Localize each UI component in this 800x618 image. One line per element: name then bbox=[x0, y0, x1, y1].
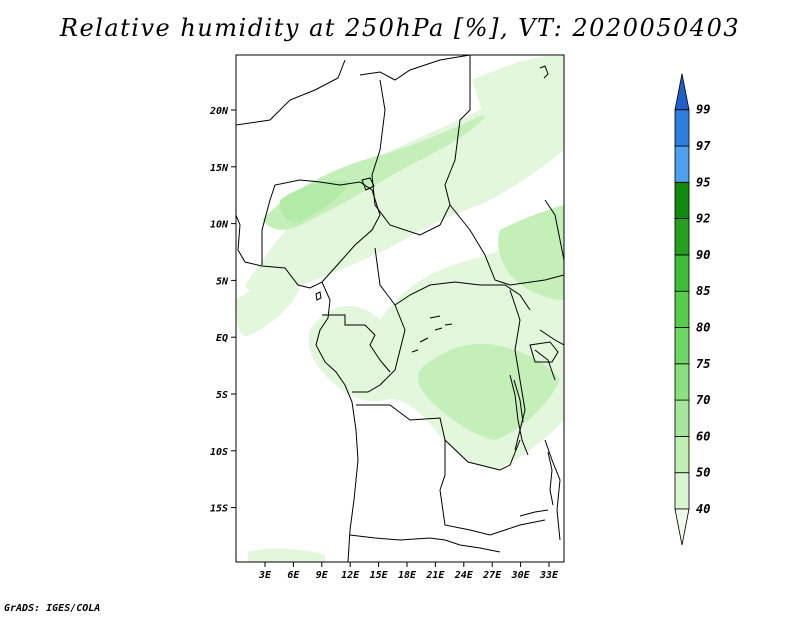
colorbar-segment bbox=[674, 109, 690, 147]
colorbar-level-label: 90 bbox=[696, 248, 710, 262]
map-frame bbox=[235, 54, 565, 563]
colorbar-segment bbox=[674, 145, 690, 183]
island-bioko bbox=[315, 291, 322, 301]
humidity-central-core bbox=[418, 343, 560, 440]
lon-tick-label: 33E bbox=[539, 570, 559, 581]
border-angola-zambia bbox=[439, 440, 546, 536]
humidity-south-strip bbox=[248, 548, 325, 562]
latitude-axis: 20N 15N 10N 5N EQ 5S 10S 15S bbox=[209, 106, 236, 515]
colorbar-level-label: 95 bbox=[696, 175, 710, 189]
colorbar-segment bbox=[674, 290, 690, 328]
lat-tick-label: EQ bbox=[216, 333, 228, 344]
colorbar-level-label: 99 bbox=[696, 103, 710, 117]
humidity-band-north bbox=[245, 65, 564, 294]
lat-tick-label: 20N bbox=[209, 106, 229, 117]
lon-tick-label: 15E bbox=[370, 570, 389, 581]
border-niger-chad bbox=[236, 55, 471, 126]
lon-tick-label: 30E bbox=[511, 570, 531, 581]
colorbar-segment bbox=[674, 254, 690, 292]
lake-tanganyika bbox=[509, 374, 529, 456]
lake-malawi bbox=[547, 451, 554, 506]
humidity-northeast bbox=[472, 56, 564, 120]
longitude-axis: 3E 6E 9E 12E 15E 18E 21E 24E 27E 30E 33E bbox=[258, 562, 559, 581]
lon-tick-label: 6E bbox=[287, 570, 300, 581]
colorbar-high-triangle bbox=[674, 73, 690, 111]
colorbar-level-label: 70 bbox=[696, 393, 710, 407]
border-east-africa bbox=[534, 199, 564, 541]
grads-credit: GrADS: IGES/COLA bbox=[4, 603, 101, 614]
colorbar-level-label: 80 bbox=[696, 321, 710, 335]
lat-tick-label: 10N bbox=[210, 220, 229, 231]
humidity-gulf bbox=[236, 284, 300, 337]
border-sudan-southsudan bbox=[449, 204, 564, 286]
colorbar-level-label: 85 bbox=[696, 284, 710, 298]
lat-tick-label: 5N bbox=[216, 276, 229, 287]
colorbar-level-label: 75 bbox=[696, 357, 710, 371]
lon-tick-label: 24E bbox=[454, 570, 474, 581]
country-borders bbox=[236, 55, 564, 562]
lat-tick-label: 15N bbox=[210, 163, 229, 174]
lake-chad bbox=[361, 177, 375, 191]
colorbar-segment bbox=[674, 435, 690, 474]
colorbar-level-label: 92 bbox=[696, 212, 710, 226]
border-nigeria bbox=[261, 179, 381, 283]
colorbar-segment bbox=[674, 327, 690, 365]
border-congo bbox=[352, 304, 406, 393]
colorbar-segment bbox=[674, 181, 690, 220]
colorbar-level-label: 50 bbox=[696, 466, 710, 480]
map-title: Relative humidity at 250hPa [%], VT: 202… bbox=[59, 14, 741, 42]
coastline bbox=[236, 214, 359, 562]
small-lake-sudan bbox=[539, 65, 549, 79]
lon-tick-label: 3E bbox=[258, 570, 272, 581]
border-car bbox=[374, 247, 531, 311]
colorbar-segment bbox=[674, 472, 690, 510]
border-cameroon-gabon bbox=[322, 314, 391, 373]
colorbar-level-label: 60 bbox=[696, 429, 710, 443]
colorbar-level-label: 40 bbox=[696, 502, 710, 516]
humidity-shading bbox=[236, 56, 564, 562]
humidity-band-north-core2 bbox=[279, 180, 350, 223]
lake-kariba bbox=[519, 509, 549, 517]
colorbar-level-label: 97 bbox=[696, 139, 711, 153]
lake-victoria bbox=[529, 341, 559, 363]
humidity-east bbox=[498, 205, 564, 300]
lon-tick-label: 12E bbox=[341, 570, 360, 581]
lat-tick-label: 5S bbox=[216, 390, 228, 401]
lon-tick-label: 18E bbox=[398, 570, 417, 581]
colorbar-segment bbox=[674, 363, 690, 401]
colorbar: 40 50 60 70 75 80 85 90 92 95 97 99 bbox=[674, 73, 711, 546]
river-congo-marks bbox=[411, 315, 453, 353]
lat-tick-label: 10S bbox=[210, 447, 228, 458]
border-drc-angola bbox=[356, 404, 521, 471]
colorbar-low-triangle bbox=[674, 508, 690, 546]
colorbar-segment bbox=[674, 218, 690, 256]
lon-tick-label: 21E bbox=[425, 570, 445, 581]
border-namibia bbox=[349, 534, 501, 553]
colorbar-segment bbox=[674, 399, 690, 437]
lon-tick-label: 27E bbox=[482, 570, 502, 581]
border-chad-sudan bbox=[371, 55, 471, 236]
lat-tick-label: 15S bbox=[210, 504, 228, 515]
lon-tick-label: 9E bbox=[316, 570, 329, 581]
